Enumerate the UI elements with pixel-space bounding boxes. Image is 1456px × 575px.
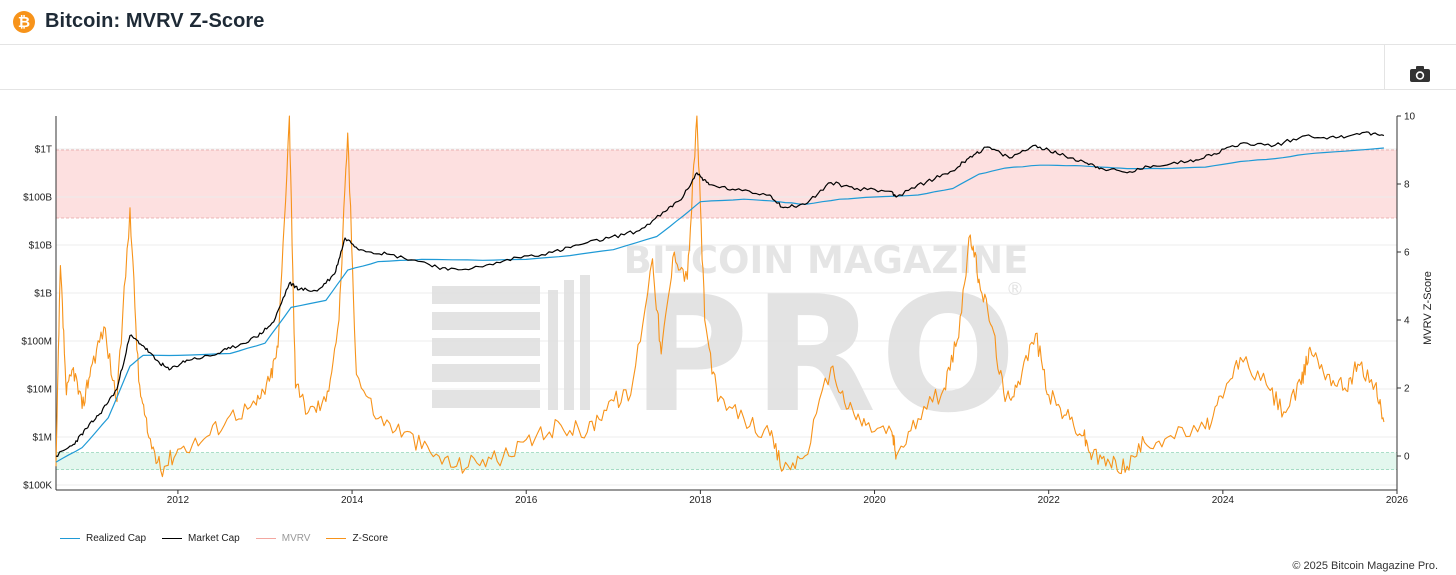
left-tick-label: $1M <box>33 433 52 444</box>
legend-swatch <box>162 538 183 539</box>
left-tick-label: $100B <box>23 193 52 204</box>
header: ₿ Bitcoin: MVRV Z-Score <box>0 0 1456 45</box>
right-tick-label: 4 <box>1404 316 1410 327</box>
x-tick-label: 2022 <box>1038 495 1061 506</box>
axes: $100K $1M $10M $100M $1B $10B $100B $1T 0 2 4 6 8 10 2… <box>21 112 1415 507</box>
right-tick-label: 6 <box>1404 248 1410 259</box>
watermark: BITCOIN MAGAZINE PRO ® <box>432 239 1028 448</box>
left-tick-label: $1B <box>34 289 52 300</box>
watermark-registered-mark: ® <box>1006 279 1024 300</box>
legend-item-z-score[interactable]: Z-Score <box>326 533 388 544</box>
band-overvalued <box>56 150 1397 218</box>
camera-icon[interactable] <box>1409 65 1431 83</box>
watermark-line1: BITCOIN MAGAZINE <box>624 239 1029 282</box>
legend-label: Realized Cap <box>86 533 147 544</box>
series-line-z-score <box>55 115 1385 478</box>
bitcoin-logo-icon: ₿ <box>13 11 35 33</box>
copyright-text: © 2025 Bitcoin Magazine Pro. <box>1292 560 1438 572</box>
legend-swatch <box>60 538 80 539</box>
series-line-market-cap <box>55 131 1385 457</box>
mvrv-chart: BITCOIN MAGAZINE PRO ® $100K $1M $10M $100M… <box>21 112 1434 507</box>
series-layer <box>55 115 1385 478</box>
watermark-line2: PRO <box>632 261 1020 448</box>
x-tick-label: 2012 <box>167 495 190 506</box>
x-tick-label: 2020 <box>863 495 886 506</box>
legend-label: Z-Score <box>352 533 389 544</box>
legend-swatch <box>326 538 347 539</box>
x-tick-label: 2016 <box>515 495 538 506</box>
left-tick-label: $10B <box>29 241 53 252</box>
zone-bands <box>56 149 1397 471</box>
chart-toolbar <box>0 45 1456 90</box>
left-tick-label: $100M <box>21 337 52 348</box>
page-title: Bitcoin: MVRV Z-Score <box>45 10 265 32</box>
gridlines <box>56 148 1397 486</box>
right-tick-label: 2 <box>1404 384 1410 395</box>
legend-item-market-cap[interactable]: Market Cap <box>162 533 240 544</box>
right-tick-label: 8 <box>1404 180 1410 191</box>
right-tick-label: 10 <box>1404 112 1416 123</box>
legend-item-realized-cap[interactable]: Realized Cap <box>60 533 146 544</box>
legend-label: MVRV <box>281 533 311 544</box>
legend: Realized Cap Market Cap MVRV Z-Score <box>60 533 404 544</box>
right-tick-label: 0 <box>1404 452 1410 463</box>
x-tick-label: 2024 <box>1212 495 1235 506</box>
x-tick-label: 2026 <box>1386 495 1409 506</box>
x-tick-label: 2014 <box>341 495 364 506</box>
watermark-stripes-icon <box>432 275 590 410</box>
right-axis-title: MVRV Z-Score <box>1422 271 1434 345</box>
left-tick-label: $100K <box>23 481 52 492</box>
series-line-realized-cap <box>55 147 1384 463</box>
band-undervalued <box>56 452 1397 470</box>
x-tick-label: 2018 <box>689 495 712 506</box>
legend-item-mvrv[interactable]: MVRV <box>255 533 311 544</box>
left-tick-label: $10M <box>27 385 52 396</box>
left-tick-label: $1T <box>35 145 52 156</box>
legend-label: Market Cap <box>188 533 240 544</box>
toolbar-divider <box>1384 45 1385 89</box>
legend-swatch <box>255 538 276 539</box>
